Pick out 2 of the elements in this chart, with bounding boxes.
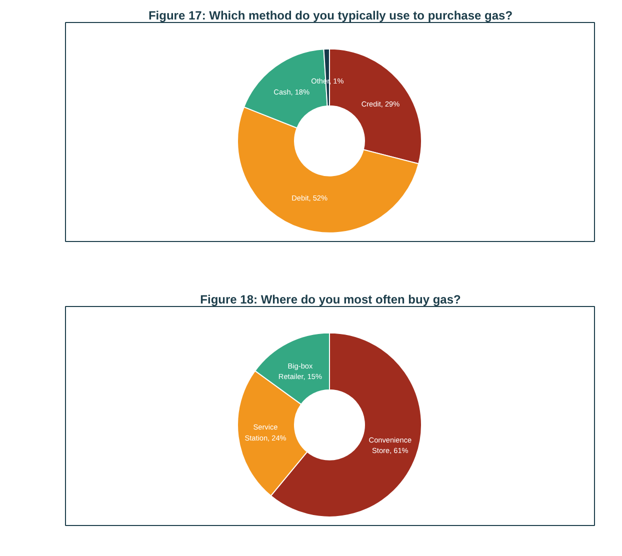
chart-title: Figure 18: Where do you most often buy gas?	[200, 292, 461, 306]
chart-title: Figure 17: Which method do you typically use to purchase gas?	[148, 8, 513, 22]
